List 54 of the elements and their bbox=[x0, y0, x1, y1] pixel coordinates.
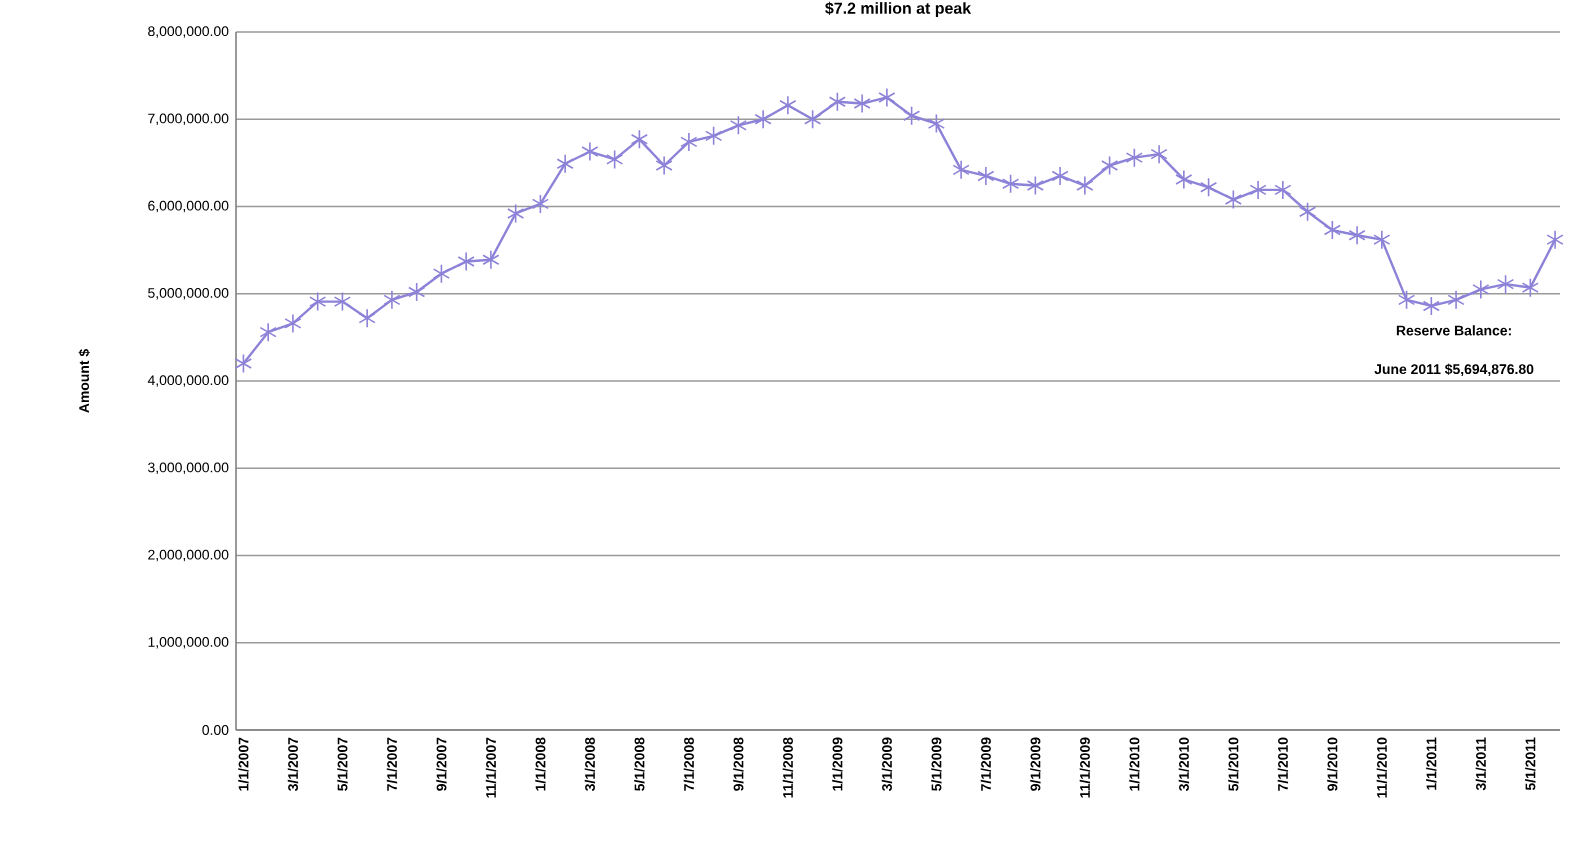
point bbox=[1546, 229, 1564, 250]
point bbox=[977, 166, 995, 186]
point bbox=[333, 291, 352, 312]
point bbox=[1521, 277, 1539, 298]
point bbox=[754, 109, 772, 130]
point bbox=[729, 115, 747, 136]
point bbox=[878, 87, 896, 108]
point bbox=[804, 109, 822, 130]
point bbox=[309, 291, 327, 312]
point bbox=[1224, 189, 1242, 210]
point bbox=[1051, 166, 1069, 186]
point bbox=[927, 113, 945, 134]
point bbox=[1274, 180, 1292, 200]
point bbox=[1373, 229, 1391, 250]
point bbox=[1323, 220, 1341, 240]
point bbox=[1175, 169, 1193, 190]
point bbox=[779, 95, 797, 116]
point bbox=[581, 141, 599, 162]
point bbox=[1101, 155, 1119, 176]
point bbox=[284, 313, 302, 334]
point bbox=[1125, 147, 1143, 168]
point bbox=[1002, 174, 1020, 194]
point bbox=[457, 251, 475, 272]
point bbox=[482, 249, 500, 270]
point bbox=[630, 129, 648, 150]
point bbox=[828, 92, 846, 112]
point bbox=[1076, 175, 1094, 196]
point bbox=[1249, 180, 1267, 200]
point bbox=[1472, 279, 1490, 300]
point bbox=[1298, 201, 1317, 222]
point bbox=[234, 353, 253, 374]
point bbox=[903, 105, 921, 126]
point bbox=[705, 126, 723, 146]
point bbox=[952, 160, 970, 180]
point bbox=[655, 155, 673, 176]
point bbox=[507, 203, 525, 224]
point bbox=[1496, 274, 1515, 294]
point bbox=[358, 308, 376, 328]
point bbox=[432, 263, 450, 284]
point bbox=[680, 132, 698, 152]
point bbox=[1026, 175, 1044, 196]
point bbox=[606, 149, 624, 170]
point bbox=[383, 290, 401, 310]
point bbox=[1447, 290, 1465, 310]
point bbox=[259, 322, 277, 342]
point bbox=[1422, 296, 1440, 316]
point bbox=[556, 153, 574, 174]
point bbox=[853, 93, 871, 114]
point bbox=[408, 282, 426, 302]
point bbox=[1200, 177, 1218, 198]
point bbox=[1150, 144, 1168, 164]
point bbox=[1348, 225, 1366, 246]
point bbox=[1397, 290, 1416, 310]
point bbox=[531, 194, 549, 214]
